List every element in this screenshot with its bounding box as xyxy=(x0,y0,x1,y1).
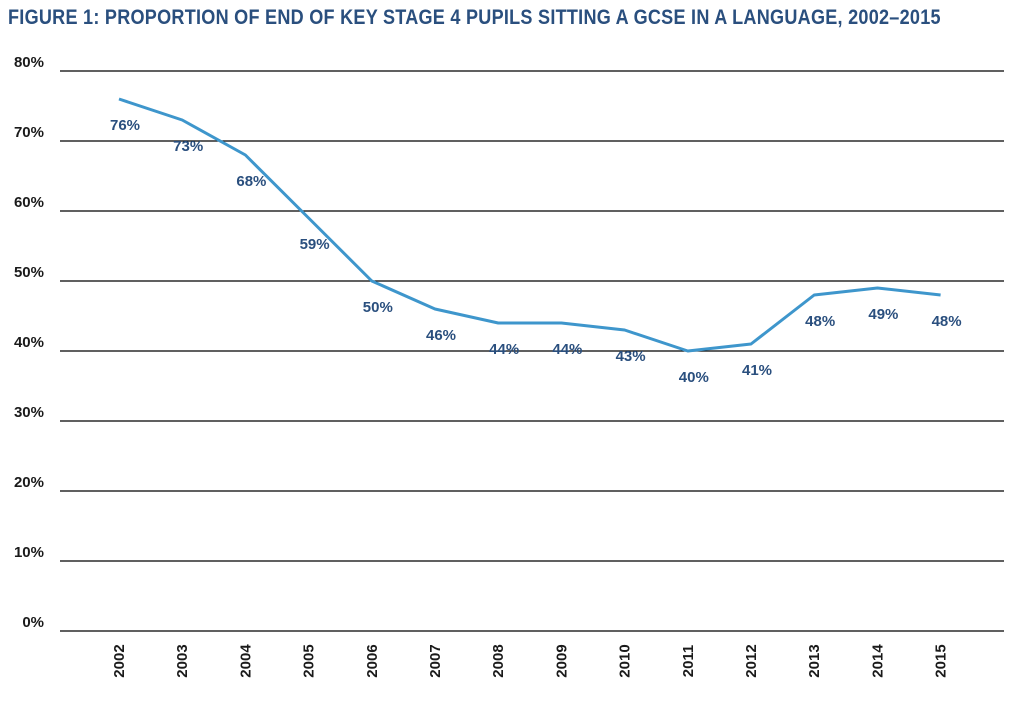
x-tick-label: 2013 xyxy=(806,644,823,677)
y-tick-label: 50% xyxy=(14,264,44,281)
data-label: 48% xyxy=(932,313,962,330)
data-label: 46% xyxy=(426,327,456,344)
y-tick-label: 80% xyxy=(14,54,44,71)
data-label: 59% xyxy=(300,236,330,253)
x-tick-label: 2008 xyxy=(490,644,507,677)
data-label: 73% xyxy=(173,138,203,155)
x-tick-label: 2004 xyxy=(237,644,254,678)
data-label: 40% xyxy=(679,369,709,386)
data-label: 43% xyxy=(616,348,646,365)
y-tick-label: 60% xyxy=(14,194,44,211)
data-label: 44% xyxy=(552,341,582,358)
y-tick-label: 70% xyxy=(14,124,44,141)
series-line xyxy=(118,97,941,353)
y-axis-ticks: 0% 10% 20% 30% 40% 50% 60% 70% 80% xyxy=(14,54,44,631)
data-label: 49% xyxy=(868,306,898,323)
data-label: 48% xyxy=(805,313,835,330)
data-label: 44% xyxy=(489,341,519,358)
y-tick-label: 10% xyxy=(14,544,44,561)
data-labels: 76% 73% 68% 59% 50% 46% 44% 44% 43% 40% 41% 48% 49% 4… xyxy=(110,117,962,386)
x-tick-label: 2002 xyxy=(111,644,128,677)
data-label: 41% xyxy=(742,362,772,379)
x-tick-label: 2005 xyxy=(301,644,318,677)
data-label: 50% xyxy=(363,299,393,316)
x-tick-label: 2011 xyxy=(680,645,697,678)
x-tick-label: 2015 xyxy=(933,644,950,677)
y-tick-label: 40% xyxy=(14,334,44,351)
data-label: 76% xyxy=(110,117,140,134)
gridlines xyxy=(60,70,1004,632)
x-tick-label: 2012 xyxy=(743,644,760,677)
x-tick-label: 2003 xyxy=(174,644,191,677)
data-label: 68% xyxy=(236,173,266,190)
x-tick-label: 2007 xyxy=(427,644,444,677)
y-tick-label: 0% xyxy=(22,614,44,631)
y-tick-label: 20% xyxy=(14,474,44,491)
x-tick-label: 2009 xyxy=(553,644,570,677)
x-tick-label: 2006 xyxy=(364,644,381,677)
x-axis-ticks: 2002 2003 2004 2005 2006 2007 2008 2009 2010 2011… xyxy=(111,644,950,678)
x-tick-label: 2014 xyxy=(869,644,886,678)
y-tick-label: 30% xyxy=(14,404,44,421)
chart-title: FIGURE 1: PROPORTION OF END OF KEY STAGE… xyxy=(8,6,941,29)
x-tick-label: 2010 xyxy=(617,644,634,677)
series-line-path xyxy=(118,97,941,353)
